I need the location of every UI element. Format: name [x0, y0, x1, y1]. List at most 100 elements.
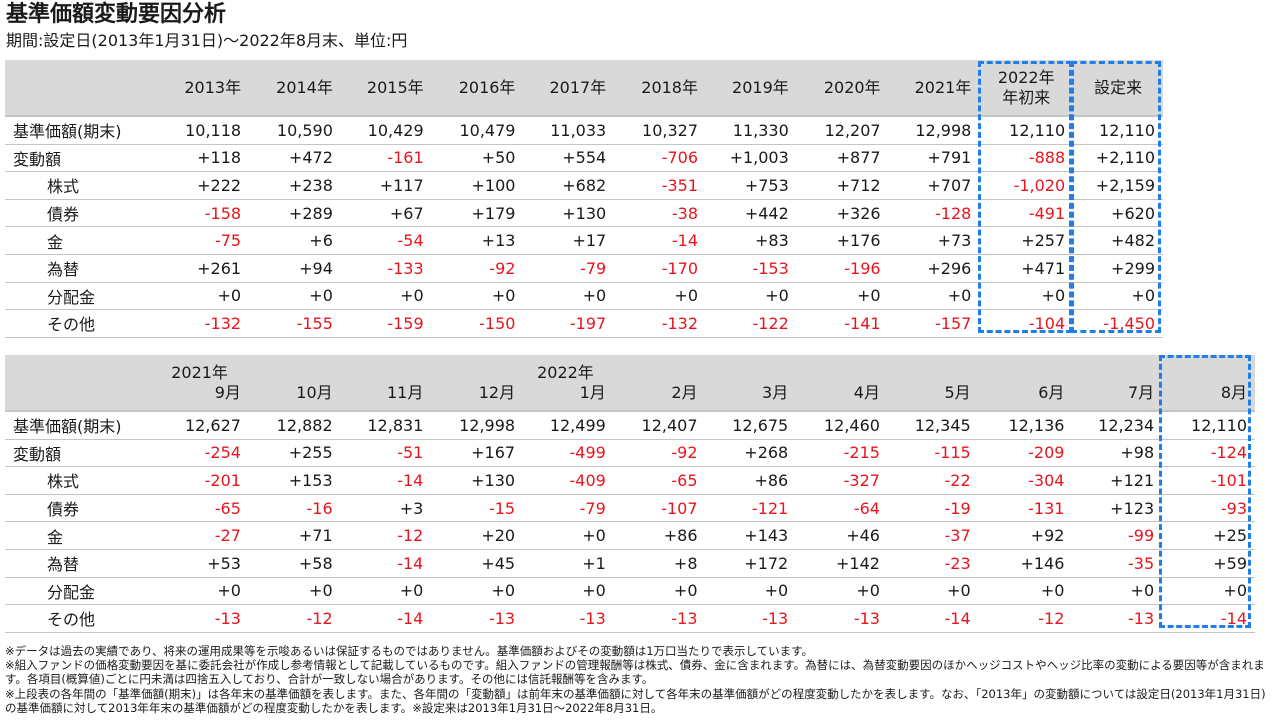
table-row: 変動額 -254 +255 -51 +167 -499 -92 +268 -215 -115 -20… — [5, 439, 1255, 468]
table-cell: +0 — [614, 282, 706, 311]
table-cell: -13 — [705, 604, 797, 633]
table-cell: +0 — [248, 577, 341, 606]
table-row: 基準価額(期末) 12,627 12,882 12,831 12,998 12,499 12… — [5, 409, 1255, 440]
row-label: 債券 — [5, 199, 158, 228]
table-cell: +0 — [157, 577, 249, 606]
monthly-col-header: 2022年 1月 — [523, 355, 614, 411]
table-cell: +472 — [249, 144, 341, 173]
table-cell: -155 — [249, 309, 341, 338]
table-cell: +73 — [888, 226, 980, 255]
page-title: 基準価額変動要因分析 — [6, 2, 227, 27]
table-cell: +620 — [1073, 199, 1163, 228]
table-cell: -133 — [340, 254, 432, 283]
table-cell: +118 — [157, 144, 250, 173]
annual-col-header-ytd: 2022年 年初来 — [979, 60, 1074, 116]
table-cell: -101 — [1162, 466, 1255, 495]
table-cell: 12,136 — [978, 409, 1073, 440]
table-cell: -107 — [613, 494, 706, 523]
table-cell: -65 — [613, 466, 706, 495]
table-cell: +682 — [523, 171, 615, 200]
table-cell: +0 — [705, 577, 797, 606]
table-cell: +0 — [523, 521, 614, 550]
table-cell: +289 — [249, 199, 341, 228]
row-label: 為替 — [5, 254, 158, 283]
table-cell: 10,479 — [431, 114, 524, 145]
month-label: 1月 — [579, 382, 606, 402]
table-cell: +121 — [1072, 466, 1163, 495]
month-label: 6月 — [1038, 382, 1065, 402]
table-cell: 12,460 — [796, 409, 888, 440]
table-cell: -197 — [523, 309, 615, 338]
table-cell: -65 — [157, 494, 249, 523]
table-cell: 10,429 — [340, 114, 432, 145]
table-cell: +153 — [248, 466, 341, 495]
table-cell: +50 — [431, 144, 524, 173]
row-label: 金 — [5, 521, 158, 550]
monthly-corner — [5, 355, 158, 411]
table-cell: -201 — [157, 466, 249, 495]
table-cell: +442 — [706, 199, 797, 228]
table-cell: +13 — [431, 226, 524, 255]
table-cell: -23 — [887, 549, 979, 578]
table-cell: -128 — [888, 199, 980, 228]
table-cell: 12,407 — [613, 409, 706, 440]
table-cell: +471 — [979, 254, 1074, 283]
table-cell: -115 — [887, 439, 979, 468]
table-cell: +0 — [706, 282, 797, 311]
month-label: 5月 — [944, 382, 971, 402]
table-cell: +299 — [1073, 254, 1163, 283]
table-row: 株式 +222 +238 +117 +100 +682 -351 +753 +712 +707 -1… — [5, 171, 1163, 200]
table-row: その他 -132 -155 -159 -150 -197 -132 -122 -141 -157-… — [5, 309, 1163, 338]
table-cell: -75 — [157, 226, 250, 255]
annual-col-header-since-inception: 設定来 — [1073, 60, 1163, 116]
table-cell: -14 — [1162, 604, 1255, 633]
table-cell: -14 — [614, 226, 706, 255]
row-label: 株式 — [5, 171, 158, 200]
table-cell: -131 — [978, 494, 1073, 523]
table-cell: -157 — [888, 309, 980, 338]
table-cell: +53 — [157, 549, 249, 578]
table-cell: 10,327 — [614, 114, 706, 145]
table-cell: -161 — [340, 144, 432, 173]
annual-col-header: 2015年 — [340, 60, 432, 116]
table-cell: -124 — [1162, 439, 1255, 468]
page-subtitle: 期間:設定日(2013年1月31日)～2022年8月末、単位:円 — [6, 31, 408, 50]
table-cell: -35 — [1072, 549, 1163, 578]
annual-col-header: 2017年 — [523, 60, 615, 116]
month-label: 9月 — [214, 382, 241, 402]
table-cell: -121 — [705, 494, 797, 523]
table-cell: +130 — [431, 466, 524, 495]
table-cell: -13 — [523, 604, 614, 633]
monthly-col-header: 8月 — [1162, 355, 1255, 411]
table-cell: 12,110 — [1162, 409, 1255, 440]
table-cell: -38 — [614, 199, 706, 228]
table-cell: +326 — [796, 199, 889, 228]
table-cell: +0 — [523, 282, 615, 311]
table-cell: 12,499 — [523, 409, 614, 440]
table-cell: +0 — [340, 282, 432, 311]
table-cell: -1,450 — [1073, 309, 1163, 338]
table-cell: +257 — [979, 226, 1074, 255]
table-cell: +753 — [706, 171, 797, 200]
table-cell: +0 — [888, 282, 980, 311]
row-label: 変動額 — [5, 439, 158, 468]
table-cell: +46 — [796, 521, 888, 550]
table-row: 分配金 +0 +0 +0 +0 +0 +0 +0 +0 +0 +0 +0 — [5, 282, 1163, 311]
table-cell: 12,234 — [1072, 409, 1163, 440]
table-cell: +0 — [523, 577, 614, 606]
table-cell: +176 — [796, 226, 889, 255]
row-label: 分配金 — [5, 577, 158, 606]
month-label: 4月 — [853, 382, 880, 402]
row-label: 分配金 — [5, 282, 158, 311]
table-cell: -51 — [340, 439, 432, 468]
monthly-col-header: 3月 — [705, 355, 797, 411]
table-cell: -215 — [796, 439, 888, 468]
table-cell: +0 — [796, 282, 889, 311]
table-cell: -14 — [340, 604, 432, 633]
annual-col-header: 2013年 — [157, 60, 250, 116]
footnote: ※上段表の各年間の「基準価額(期末)」は各年末の基準価額を表します。また、各年間… — [5, 686, 1266, 715]
table-cell: +0 — [979, 282, 1074, 311]
table-cell: +98 — [1072, 439, 1163, 468]
monthly-col-header: 2月 — [613, 355, 706, 411]
year-label-2021: 2021年 — [171, 362, 228, 382]
